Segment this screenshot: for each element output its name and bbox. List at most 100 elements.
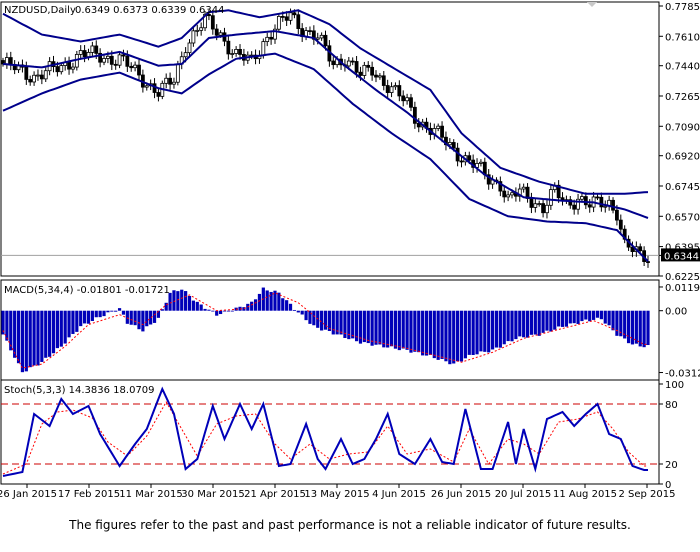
candle-body bbox=[43, 70, 48, 80]
candle-body bbox=[409, 97, 413, 108]
candle-body bbox=[381, 75, 386, 86]
macd-bar bbox=[436, 310, 440, 360]
macd-bar bbox=[250, 301, 254, 311]
candle-body bbox=[618, 219, 623, 230]
macd-bar bbox=[354, 310, 359, 342]
macd-bar bbox=[24, 310, 28, 372]
macd-bar bbox=[580, 310, 584, 322]
macd-bar bbox=[86, 310, 91, 324]
macd-bar bbox=[125, 310, 129, 324]
macd-axis-tick-label: 0.00 bbox=[665, 307, 687, 318]
candle-body bbox=[98, 52, 103, 63]
macd-bar bbox=[514, 310, 518, 340]
macd-bar bbox=[55, 310, 59, 349]
macd-bar bbox=[164, 302, 168, 311]
candle-body bbox=[55, 66, 60, 73]
candle-body bbox=[288, 12, 293, 21]
stoch-axis-tick-label: 20 bbox=[665, 460, 678, 471]
candle-body bbox=[362, 64, 367, 76]
macd-bar bbox=[553, 310, 557, 330]
macd-bar bbox=[288, 303, 293, 311]
macd-bar bbox=[541, 310, 545, 333]
macd-bar bbox=[417, 310, 421, 353]
candle-body bbox=[129, 65, 134, 69]
macd-bar bbox=[522, 310, 526, 338]
macd-bar bbox=[199, 304, 203, 311]
candle-body bbox=[106, 55, 110, 59]
candle-body bbox=[207, 13, 211, 17]
stochastic-panel bbox=[1, 386, 659, 477]
macd-bar bbox=[180, 289, 184, 311]
candle-body bbox=[203, 13, 207, 29]
candle-body bbox=[133, 64, 138, 69]
candle-body bbox=[412, 106, 417, 124]
macd-bar bbox=[129, 310, 133, 325]
macd-bar bbox=[300, 310, 304, 315]
date-axis-tick-label: 30 Mar 2015 bbox=[181, 489, 244, 500]
macd-signal-line bbox=[2, 292, 648, 369]
macd-bar bbox=[51, 310, 56, 354]
macd-bar bbox=[207, 309, 211, 311]
price-panel bbox=[1, 8, 659, 268]
macd-bar bbox=[253, 299, 258, 311]
macd-bar bbox=[67, 310, 71, 338]
candle-body bbox=[102, 58, 106, 63]
candle-body bbox=[541, 203, 545, 214]
candle-body bbox=[545, 204, 549, 214]
macd-bar bbox=[296, 310, 300, 313]
candle-body bbox=[638, 246, 643, 252]
macd-bar bbox=[195, 301, 199, 311]
macd-bar bbox=[615, 310, 619, 336]
price-axis-tick-label: 0.7090 bbox=[665, 122, 700, 133]
candle-body bbox=[24, 66, 29, 80]
macd-bar bbox=[646, 310, 650, 346]
candle-body bbox=[498, 181, 503, 192]
macd-bar bbox=[152, 310, 157, 323]
macd-bar bbox=[149, 310, 153, 325]
macd-bar bbox=[529, 310, 534, 335]
candle-body bbox=[8, 57, 13, 65]
macd-bar bbox=[638, 310, 642, 347]
disclaimer: The figures refer to the past and past p… bbox=[69, 518, 631, 532]
macd-bar bbox=[114, 310, 118, 312]
macd-bar bbox=[374, 310, 378, 345]
macd-bar bbox=[463, 310, 467, 359]
macd-bar bbox=[456, 310, 460, 362]
candle-body bbox=[121, 54, 126, 57]
macd-bar bbox=[257, 293, 262, 311]
stoch-axis-tick-label: 80 bbox=[665, 400, 678, 411]
macd-bar bbox=[36, 310, 40, 366]
candle-body bbox=[28, 79, 33, 83]
macd-bar bbox=[459, 310, 464, 362]
macd-bar bbox=[343, 310, 347, 338]
macd-bar bbox=[226, 310, 230, 312]
date-axis-tick-label: 21 Apr 2015 bbox=[244, 489, 306, 500]
macd-bar bbox=[9, 310, 13, 351]
macd-bar bbox=[102, 310, 106, 317]
macd-bar bbox=[549, 310, 553, 332]
macd-bar bbox=[413, 310, 417, 352]
macd-bar bbox=[467, 310, 471, 355]
candle-body bbox=[214, 28, 219, 36]
macd-bar bbox=[424, 310, 429, 356]
scroll-marker-icon[interactable] bbox=[587, 2, 597, 7]
candle-body bbox=[269, 36, 274, 40]
macd-bar bbox=[160, 309, 164, 311]
candle-body bbox=[90, 45, 95, 53]
macd-bar bbox=[59, 310, 63, 347]
candle-body bbox=[350, 60, 355, 63]
macd-bar bbox=[592, 310, 596, 320]
price-axis-tick-label: 0.7440 bbox=[665, 62, 700, 73]
candle-body bbox=[172, 81, 176, 85]
candle-body bbox=[195, 29, 200, 32]
macd-bar bbox=[176, 291, 180, 311]
macd-bar bbox=[557, 310, 561, 327]
candle-body bbox=[137, 64, 141, 76]
macd-bar bbox=[323, 310, 328, 330]
macd-bar bbox=[358, 310, 363, 344]
candle-body bbox=[646, 261, 650, 263]
candle-body bbox=[595, 196, 600, 199]
macd-bar bbox=[187, 295, 192, 311]
date-axis-tick-label: 11 Aug 2015 bbox=[553, 489, 617, 500]
macd-bar bbox=[518, 310, 522, 337]
